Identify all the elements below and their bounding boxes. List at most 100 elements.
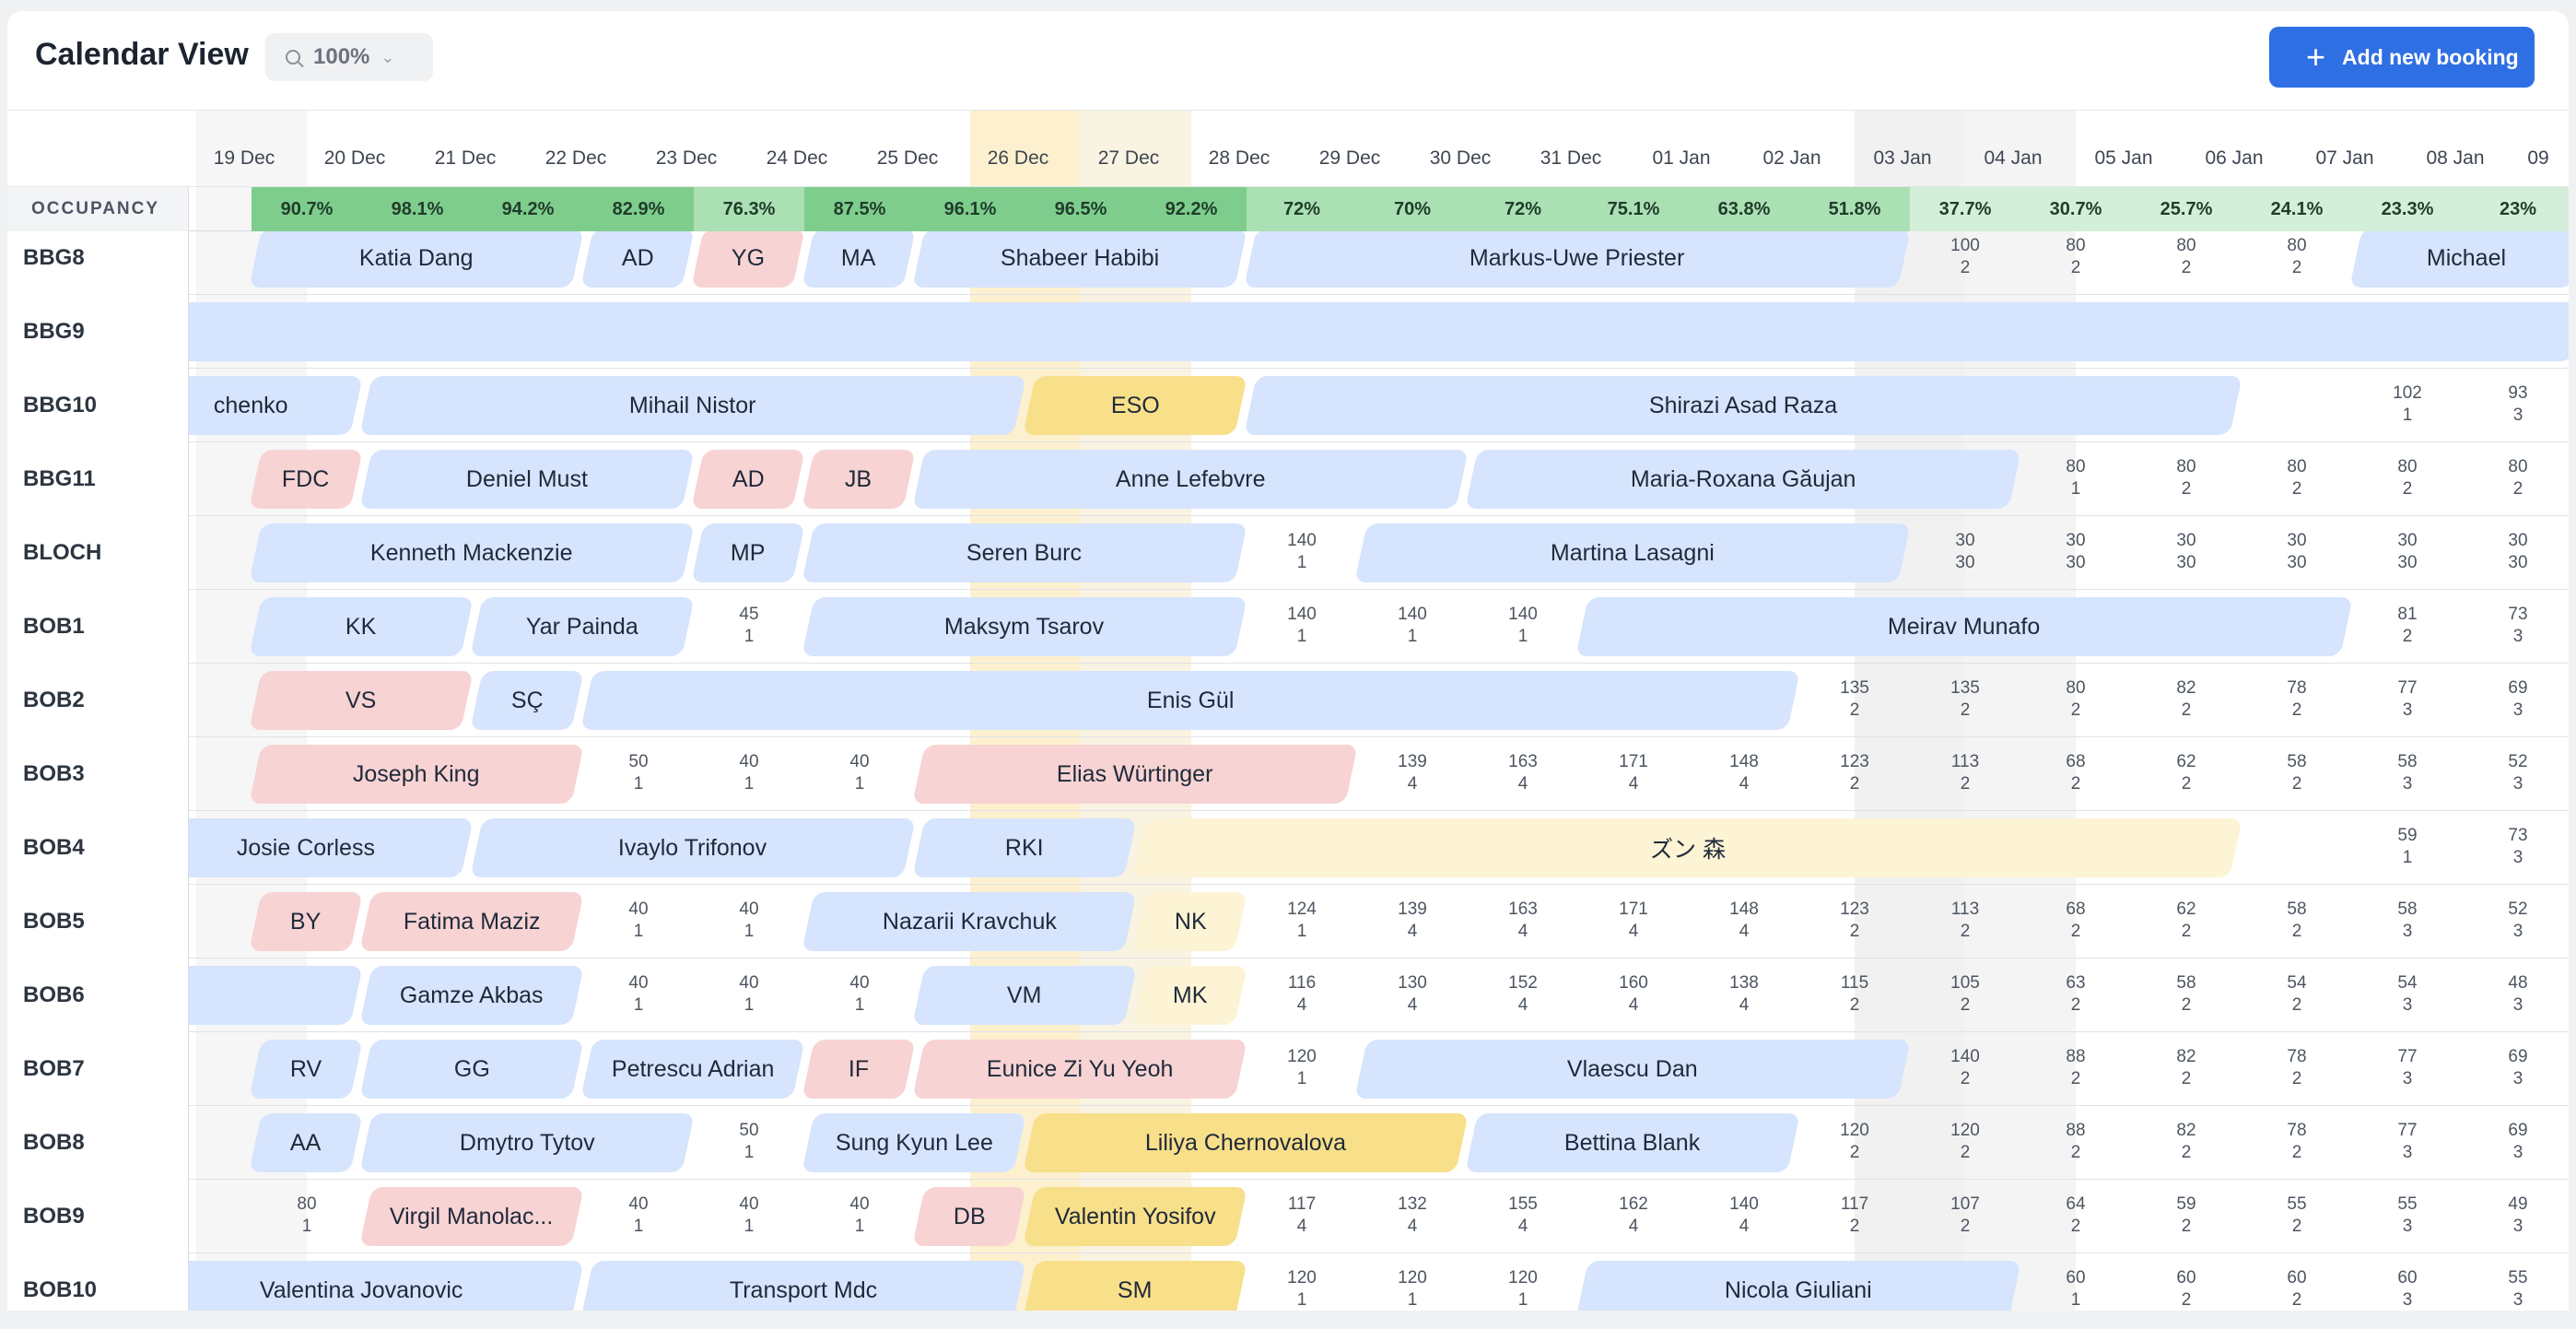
zoom-select[interactable]: 100% ⌄: [265, 33, 433, 81]
availability-cell[interactable]: 40 1: [694, 751, 804, 795]
availability-cell[interactable]: 54 2: [2242, 972, 2352, 1017]
booking-bar[interactable]: Yar Painda: [470, 597, 695, 656]
availability-cell[interactable]: 64 2: [2020, 1194, 2131, 1238]
availability-cell[interactable]: 80 2: [2242, 235, 2352, 279]
date-header[interactable]: 09: [2527, 147, 2549, 169]
availability-cell[interactable]: 58 3: [2352, 899, 2463, 943]
date-header[interactable]: 06 Jan: [2205, 147, 2264, 169]
availability-cell[interactable]: 45 1: [694, 604, 804, 648]
booking-bar[interactable]: KK: [249, 597, 474, 656]
room-label[interactable]: BBG11: [7, 442, 189, 516]
booking-bar[interactable]: MA: [802, 231, 916, 288]
booking-bar[interactable]: ズン 森: [1133, 818, 2242, 877]
availability-cell[interactable]: 30 30: [2131, 530, 2242, 574]
date-header[interactable]: 04 Jan: [1984, 147, 2043, 169]
booking-bar[interactable]: GG: [359, 1040, 584, 1099]
availability-cell[interactable]: 140 1: [1247, 530, 1357, 574]
booking-bar[interactable]: Vlaescu Dan: [1354, 1040, 1911, 1099]
availability-cell[interactable]: 82 2: [2131, 1120, 2242, 1164]
availability-cell[interactable]: 63 2: [2020, 972, 2131, 1017]
availability-cell[interactable]: 80 2: [2463, 456, 2569, 500]
availability-cell[interactable]: 55 3: [2352, 1194, 2463, 1238]
availability-cell[interactable]: 77 3: [2352, 1120, 2463, 1164]
date-header[interactable]: 22 Dec: [544, 147, 607, 169]
booking-bar[interactable]: Shabeer Habibi: [912, 231, 1247, 288]
availability-cell[interactable]: 60 2: [2131, 1267, 2242, 1311]
availability-cell[interactable]: 62 2: [2131, 899, 2242, 943]
availability-cell[interactable]: 58 2: [2242, 899, 2352, 943]
availability-cell[interactable]: 40 1: [694, 972, 804, 1017]
availability-cell[interactable]: 123 2: [1799, 899, 1910, 943]
availability-cell[interactable]: 115 2: [1799, 972, 1910, 1017]
availability-cell[interactable]: 130 4: [1357, 972, 1468, 1017]
booking-bar[interactable]: Bettina Blank: [1465, 1113, 1800, 1172]
availability-cell[interactable]: 49 3: [2463, 1194, 2569, 1238]
availability-cell[interactable]: 30 30: [2020, 530, 2131, 574]
availability-cell[interactable]: 78 2: [2242, 1120, 2352, 1164]
availability-cell[interactable]: 160 4: [1578, 972, 1689, 1017]
availability-cell[interactable]: 88 2: [2020, 1120, 2131, 1164]
booking-bar[interactable]: BY: [249, 892, 363, 951]
availability-cell[interactable]: 77 3: [2352, 677, 2463, 722]
availability-cell[interactable]: 116 4: [1247, 972, 1357, 1017]
availability-cell[interactable]: 59 2: [2131, 1194, 2242, 1238]
availability-cell[interactable]: 52 3: [2463, 751, 2569, 795]
booking-bar[interactable]: VM: [912, 966, 1137, 1025]
booking-bar[interactable]: YG: [691, 231, 805, 288]
availability-cell[interactable]: 80 2: [2020, 235, 2131, 279]
availability-cell[interactable]: 148 4: [1689, 899, 1799, 943]
availability-cell[interactable]: 30 30: [2242, 530, 2352, 574]
availability-cell[interactable]: 81 2: [2352, 604, 2463, 648]
availability-cell[interactable]: 40 1: [804, 972, 915, 1017]
booking-bar[interactable]: Maria-Roxana Găujan: [1465, 450, 2021, 509]
availability-cell[interactable]: 69 3: [2463, 677, 2569, 722]
availability-cell[interactable]: 120 2: [1799, 1120, 1910, 1164]
booking-bar[interactable]: Virgil Manolac...: [359, 1187, 584, 1246]
date-header[interactable]: 03 Jan: [1873, 147, 1932, 169]
availability-cell[interactable]: 58 3: [2352, 751, 2463, 795]
date-header[interactable]: 01 Jan: [1652, 147, 1711, 169]
date-header[interactable]: 27 Dec: [1097, 147, 1160, 169]
booking-bar[interactable]: Eunice Zi Yu Yeoh: [912, 1040, 1247, 1099]
availability-cell[interactable]: 140 4: [1689, 1194, 1799, 1238]
booking-bar[interactable]: Petrescu Adrian: [580, 1040, 805, 1099]
booking-bar[interactable]: Anne Lefebvre: [912, 450, 1469, 509]
availability-cell[interactable]: 40 1: [583, 972, 694, 1017]
booking-bar[interactable]: IF: [802, 1040, 916, 1099]
availability-cell[interactable]: 40 1: [694, 1194, 804, 1238]
availability-cell[interactable]: 120 2: [1910, 1120, 2020, 1164]
booking-bar[interactable]: MK: [1133, 966, 1247, 1025]
availability-cell[interactable]: 80 2: [2242, 456, 2352, 500]
availability-cell[interactable]: 120 1: [1247, 1267, 1357, 1311]
booking-bar[interactable]: Michael: [2349, 231, 2569, 288]
availability-cell[interactable]: 100 2: [1910, 235, 2020, 279]
availability-cell[interactable]: 82 2: [2131, 1046, 2242, 1090]
date-header[interactable]: 23 Dec: [655, 147, 718, 169]
date-header[interactable]: 02 Jan: [1762, 147, 1821, 169]
booking-bar[interactable]: AA: [249, 1113, 363, 1172]
availability-cell[interactable]: 152 4: [1468, 972, 1578, 1017]
room-label[interactable]: BBG8: [7, 231, 189, 295]
availability-cell[interactable]: 68 2: [2020, 899, 2131, 943]
availability-cell[interactable]: 113 2: [1910, 751, 2020, 795]
availability-cell[interactable]: 102 1: [2352, 382, 2463, 427]
room-label[interactable]: BOB4: [7, 811, 189, 885]
date-header[interactable]: 28 Dec: [1208, 147, 1270, 169]
availability-cell[interactable]: 80 2: [2131, 456, 2242, 500]
booking-bar[interactable]: [138, 302, 2569, 361]
room-label[interactable]: BBG10: [7, 369, 189, 442]
availability-cell[interactable]: 52 3: [2463, 899, 2569, 943]
availability-cell[interactable]: 50 1: [583, 751, 694, 795]
availability-cell[interactable]: 40 1: [804, 751, 915, 795]
availability-cell[interactable]: 135 2: [1799, 677, 1910, 722]
room-label[interactable]: BOB1: [7, 590, 189, 664]
availability-cell[interactable]: 62 2: [2131, 751, 2242, 795]
availability-cell[interactable]: 162 4: [1578, 1194, 1689, 1238]
availability-cell[interactable]: 48 3: [2463, 972, 2569, 1017]
date-header[interactable]: 08 Jan: [2426, 147, 2485, 169]
booking-bar[interactable]: MP: [691, 523, 805, 582]
availability-cell[interactable]: 58 2: [2131, 972, 2242, 1017]
availability-cell[interactable]: 30 30: [2463, 530, 2569, 574]
availability-cell[interactable]: 58 2: [2242, 751, 2352, 795]
availability-cell[interactable]: 138 4: [1689, 972, 1799, 1017]
